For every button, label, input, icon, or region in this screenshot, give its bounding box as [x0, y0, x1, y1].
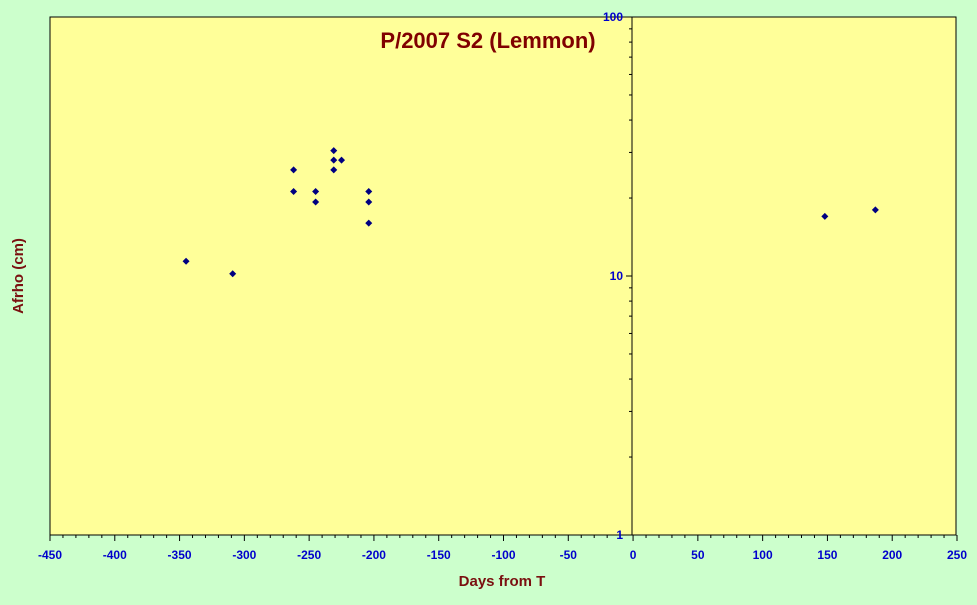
y-tick-label: 1: [616, 528, 623, 542]
x-tick-label: -250: [297, 548, 321, 562]
x-tick-label: -400: [103, 548, 127, 562]
data-point: [330, 156, 338, 164]
plot-area: [49, 16, 957, 536]
x-tick-label: 100: [753, 548, 773, 562]
x-tick-label: 150: [817, 548, 837, 562]
x-tick-label: 250: [947, 548, 967, 562]
y-tick-label: 100: [603, 10, 623, 24]
x-tick-label: 200: [882, 548, 902, 562]
data-point: [182, 257, 190, 265]
x-axis: -450 -400 -350 -300 -250 -200 -150 -100 -50 0 50 10…: [38, 535, 967, 562]
x-tick-label: -300: [232, 548, 256, 562]
x-tick-label: -450: [38, 548, 62, 562]
data-point: [365, 198, 373, 206]
data-point: [871, 206, 879, 214]
data-point: [365, 187, 373, 195]
y-tick-label: 10: [610, 269, 624, 283]
data-point: [290, 187, 298, 195]
data-point: [312, 187, 320, 195]
x-tick-label: 50: [691, 548, 705, 562]
chart-title: P/2007 S2 (Lemmon): [380, 28, 595, 53]
data-point: [338, 156, 346, 164]
data-point: [290, 166, 298, 174]
y-axis: 1 10 100: [603, 10, 633, 542]
x-tick-label: -100: [491, 548, 515, 562]
x-tick-label: -150: [427, 548, 451, 562]
data-point: [365, 219, 373, 227]
data-point: [330, 166, 338, 174]
data-point: [229, 270, 237, 278]
data-point: [312, 198, 320, 206]
x-axis-title: Days from T: [459, 573, 546, 590]
data-point: [821, 212, 829, 220]
x-tick-label: -350: [168, 548, 192, 562]
data-points: [182, 147, 879, 278]
x-tick-label: -200: [362, 548, 386, 562]
y-axis-title: Afrho (cm): [10, 238, 27, 314]
x-tick-label: 0: [630, 548, 637, 562]
x-tick-label: -50: [560, 548, 578, 562]
data-point: [330, 147, 338, 155]
